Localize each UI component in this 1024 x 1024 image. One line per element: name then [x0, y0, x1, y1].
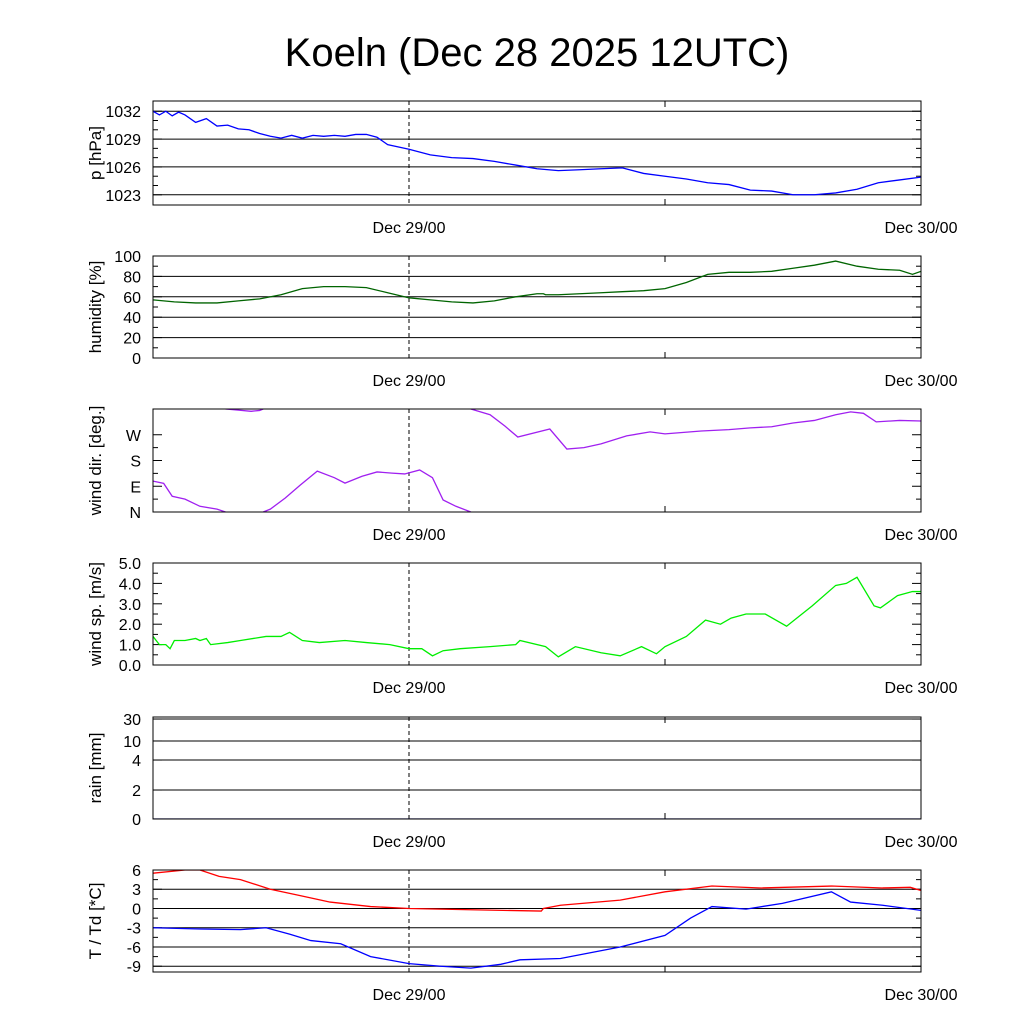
y-axis-label: T / Td [*C] [86, 883, 105, 960]
y-tick-label: 1023 [105, 188, 141, 205]
series-line-wind-direction [153, 480, 226, 512]
y-tick-label: -3 [127, 921, 141, 938]
panel-frame [152, 716, 922, 820]
y-tick-label: 80 [123, 269, 141, 286]
panel-humidity: 0 20 40 60 80 100 Dec 29/00 Dec 30/00 humidity [… [86, 249, 958, 390]
series-line-td [153, 891, 921, 969]
panel-frame [152, 869, 922, 973]
panel-temperature: -9 -6 -3 0 3 6 Dec 29/00 Dec 30/00 T / Td [*C] [86, 863, 958, 1004]
series-line-t [153, 870, 921, 912]
y-tick-label: 1029 [105, 132, 141, 149]
y-tick-label: 100 [114, 249, 141, 266]
y-axis-label: rain [mm] [86, 733, 105, 804]
y-tick-label: 1.0 [119, 638, 141, 655]
panel-wind_speed: 0.0 1.0 2.0 3.0 4.0 5.0 Dec 29/00 Dec 30/00 wind… [86, 556, 958, 697]
y-tick-label: 30 [123, 712, 141, 729]
y-tick-label: N [129, 505, 141, 522]
x-tick-label: Dec 30/00 [885, 527, 958, 544]
y-tick-label: 2.0 [119, 617, 141, 634]
y-tick-label: 5.0 [119, 556, 141, 573]
series-line-humidity [153, 260, 921, 304]
x-tick-label: Dec 30/00 [885, 680, 958, 697]
x-tick-label: Dec 29/00 [373, 373, 446, 390]
y-tick-label: 1026 [105, 160, 141, 177]
y-tick-label: 4.0 [119, 576, 141, 593]
y-tick-label: 2 [132, 783, 141, 800]
series-line-wind-speed [153, 576, 921, 658]
x-tick-label: Dec 30/00 [885, 220, 958, 237]
panel-frame [152, 255, 922, 359]
series-line-wind-direction [470, 409, 921, 450]
y-tick-label: E [130, 479, 141, 496]
x-tick-label: Dec 29/00 [373, 220, 446, 237]
series-line-wind-direction [225, 409, 264, 412]
y-axis-label: humidity [%] [86, 261, 105, 354]
panel-frame [152, 408, 922, 513]
x-tick-label: Dec 30/00 [885, 987, 958, 1004]
panel-pressure: 1023 1026 1029 1032 Dec 29/00 Dec 30/00 p [hPa… [86, 100, 958, 237]
x-tick-label: Dec 30/00 [885, 834, 958, 851]
y-tick-label: S [130, 454, 141, 471]
series-line-p [153, 110, 921, 196]
y-tick-label: 3 [132, 882, 141, 899]
y-axis-label: wind dir. [deg.] [86, 406, 105, 517]
y-tick-label: 0 [132, 351, 141, 368]
y-tick-label: 10 [123, 734, 141, 751]
y-tick-label: 6 [132, 863, 141, 880]
series-line-wind-direction [262, 469, 472, 512]
chart-title: Koeln (Dec 28 2025 12UTC) [285, 31, 790, 75]
y-tick-label: 4 [132, 753, 141, 770]
x-tick-label: Dec 30/00 [885, 373, 958, 390]
y-tick-label: 20 [123, 331, 141, 348]
y-axis-label: p [hPa] [86, 126, 105, 180]
y-tick-label: -9 [127, 959, 141, 976]
y-tick-label: 1032 [105, 104, 141, 121]
x-tick-label: Dec 29/00 [373, 987, 446, 1004]
y-tick-label: W [126, 428, 142, 445]
panel-frame [152, 562, 922, 666]
y-tick-label: -6 [127, 940, 141, 957]
y-tick-label: 60 [123, 290, 141, 307]
y-tick-label: 0 [132, 812, 141, 829]
panel-rain: 0 2 4 10 30 Dec 29/00 Dec 30/00 rain [mm] [86, 712, 958, 851]
panel-frame [152, 100, 922, 206]
x-tick-label: Dec 29/00 [373, 680, 446, 697]
x-tick-label: Dec 29/00 [373, 834, 446, 851]
y-axis-label: wind sp. [m/s] [86, 562, 105, 667]
y-tick-label: 0 [132, 901, 141, 918]
y-tick-label: 0.0 [119, 658, 141, 675]
y-tick-label: 40 [123, 310, 141, 327]
x-tick-label: Dec 29/00 [373, 527, 446, 544]
y-tick-label: 3.0 [119, 597, 141, 614]
